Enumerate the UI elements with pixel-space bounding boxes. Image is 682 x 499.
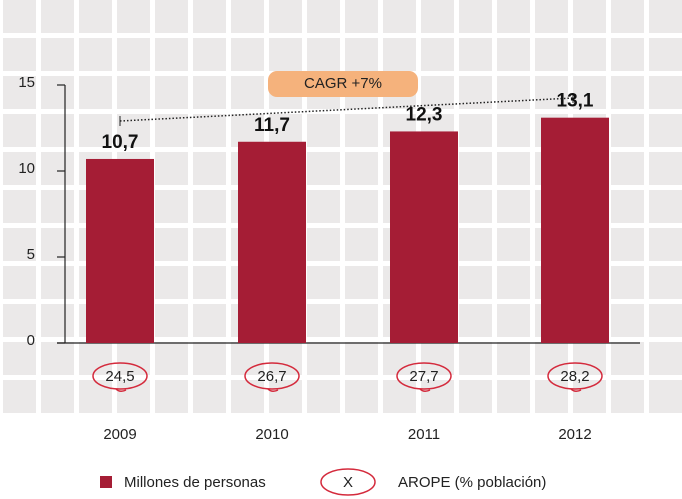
arope-label: 26,7 [257, 368, 286, 385]
arope-tail [115, 388, 127, 393]
annotation-box [268, 71, 418, 97]
legend-swatch [100, 476, 112, 488]
arope-tail [570, 388, 582, 393]
arope-marker [396, 362, 452, 390]
arope-label: 24,5 [105, 368, 134, 385]
y-tick-label: 5 [27, 246, 35, 263]
bar [86, 158, 154, 343]
legend-label: AROPE (% población) [398, 474, 546, 491]
bar [390, 131, 458, 343]
value-label: 11,7 [254, 115, 290, 136]
annotation: CAGR +7% [304, 75, 382, 92]
arope-label: 28,2 [560, 368, 589, 385]
legend-label: Millones de personas [124, 474, 266, 491]
arope-label: 27,7 [409, 368, 438, 385]
value-label: 13,1 [557, 91, 594, 112]
x-tick-label: 2012 [558, 426, 591, 443]
y-tick-label: 0 [27, 332, 35, 349]
legend-ellipse [320, 468, 376, 496]
value-label: 10,7 [102, 132, 139, 153]
arope-marker [244, 362, 300, 390]
legend-symbol: X [343, 474, 353, 491]
arope-tail [267, 388, 279, 393]
arope-marker [92, 362, 148, 390]
x-tick-label: 2009 [103, 426, 136, 443]
x-tick-label: 2010 [255, 426, 288, 443]
bar [541, 117, 609, 344]
bar [238, 141, 306, 343]
arope-marker [547, 362, 603, 390]
y-tick-label: 15 [18, 74, 35, 91]
arope-tail [419, 388, 431, 393]
y-tick-label: 10 [18, 160, 35, 177]
x-tick-label: 2011 [408, 426, 440, 443]
value-label: 12,3 [406, 104, 443, 125]
